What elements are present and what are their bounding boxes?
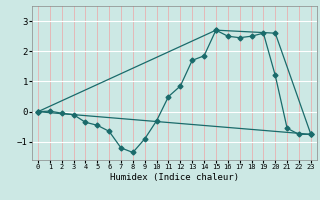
X-axis label: Humidex (Indice chaleur): Humidex (Indice chaleur)	[110, 173, 239, 182]
